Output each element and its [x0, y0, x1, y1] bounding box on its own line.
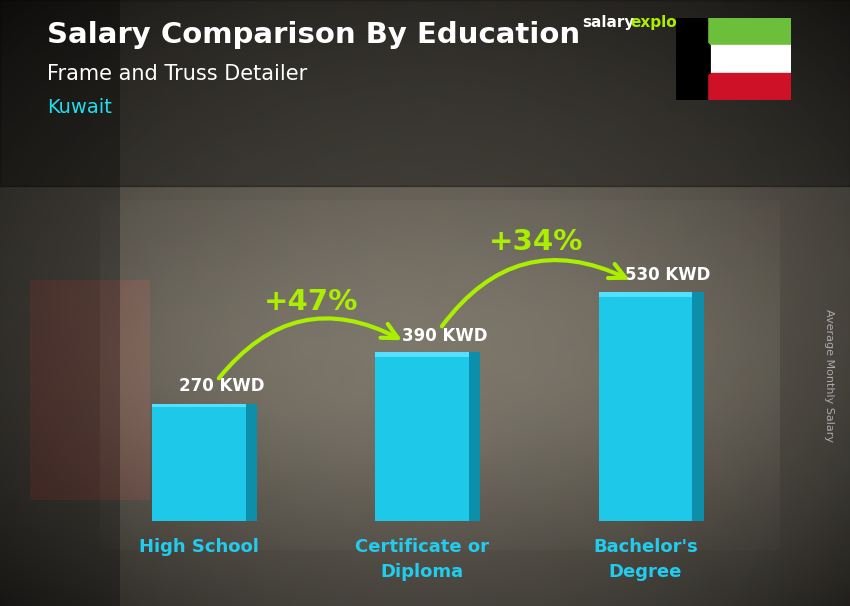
Text: salary: salary	[582, 15, 635, 30]
Bar	[152, 404, 246, 407]
Text: explorer: explorer	[631, 15, 703, 30]
Bar	[376, 352, 469, 356]
Bar	[692, 291, 704, 521]
Text: Salary Comparison By Education: Salary Comparison By Education	[47, 21, 580, 49]
Bar	[676, 45, 790, 73]
Text: .com: .com	[688, 15, 729, 30]
Bar	[469, 352, 480, 521]
Text: Frame and Truss Detailer: Frame and Truss Detailer	[47, 64, 307, 84]
Bar	[598, 291, 692, 521]
Text: Average Monthly Salary: Average Monthly Salary	[824, 309, 834, 442]
Text: 390 KWD: 390 KWD	[402, 327, 487, 345]
Text: +47%: +47%	[264, 288, 358, 316]
Text: Kuwait: Kuwait	[47, 98, 111, 117]
Text: +34%: +34%	[489, 227, 583, 256]
Bar	[676, 73, 790, 100]
Bar	[0, 0, 850, 186]
Bar	[246, 404, 258, 521]
Polygon shape	[676, 18, 707, 100]
Bar	[152, 404, 246, 521]
Text: 530 KWD: 530 KWD	[625, 266, 711, 284]
Bar	[376, 352, 469, 521]
Bar	[598, 291, 692, 298]
Bar	[676, 18, 790, 45]
Polygon shape	[676, 18, 710, 100]
Text: 270 KWD: 270 KWD	[178, 377, 264, 395]
